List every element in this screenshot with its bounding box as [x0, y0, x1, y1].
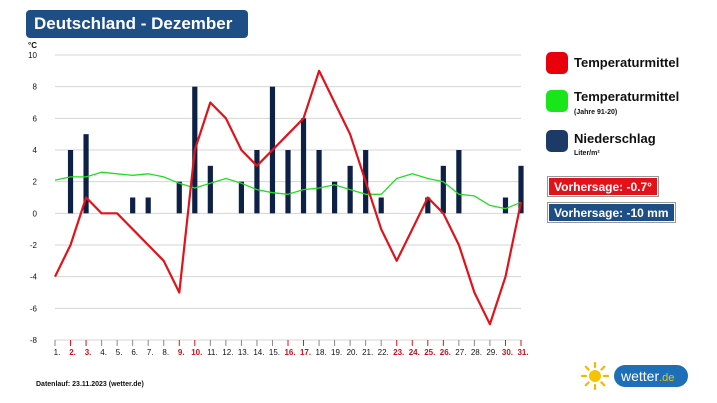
- y-tick-label: 8: [33, 83, 38, 92]
- x-tick-label: 1.: [54, 348, 61, 357]
- x-tick-label: 6.: [131, 348, 138, 357]
- x-tick-label: 8.: [162, 348, 169, 357]
- forecast-temp-badge: Vorhersage: -0.7°: [547, 176, 659, 197]
- chart-title-box: Deutschland - Dezember: [26, 10, 248, 38]
- logo-text: wetter: [621, 368, 660, 384]
- y-tick-label: 2: [33, 178, 38, 187]
- precip-bar: [456, 150, 462, 214]
- data-run-footer: Datenlauf: 23.11.2023 (wetter.de): [36, 381, 144, 388]
- legend-sub-temp-clim: (Jahre 91-20): [574, 109, 618, 116]
- x-tick-label: 21.: [362, 348, 373, 357]
- precip-bar: [238, 181, 244, 214]
- x-tick-label: 22.: [378, 348, 389, 357]
- legend-sub-precip: Liter/m²: [574, 150, 600, 157]
- x-tick-label: 30.: [502, 348, 513, 357]
- precip-bar: [378, 197, 384, 214]
- precip-bar: [207, 165, 213, 214]
- x-tick-label: 31.: [517, 348, 528, 357]
- temp-clim-line: [54, 171, 522, 210]
- legend-swatch-precip: [546, 130, 568, 152]
- precip-bar: [254, 150, 260, 214]
- x-tick-label: 7.: [147, 348, 154, 357]
- precip-bar: [332, 181, 338, 214]
- logo-wordmark: wetter.de: [614, 365, 688, 387]
- x-tick-label: 20.: [347, 348, 358, 357]
- x-tick-label: 27.: [455, 348, 466, 357]
- legend-label-temp-mean: Temperaturmittel: [574, 55, 680, 70]
- precip-bar: [285, 150, 291, 214]
- x-tick-label: 10.: [191, 348, 202, 357]
- y-tick-label: -4: [30, 273, 38, 282]
- precip-bar: [300, 118, 307, 214]
- x-tick-label: 5.: [116, 348, 123, 357]
- sun-icon: [580, 361, 610, 391]
- x-tick-label: 17.: [300, 348, 311, 357]
- y-tick-label: 10: [28, 51, 37, 60]
- x-tick-label: 28.: [471, 348, 482, 357]
- x-tick-label: 14.: [253, 348, 264, 357]
- x-tick-label: 24.: [409, 348, 420, 357]
- x-tick-label: 18.: [316, 348, 327, 357]
- precip-bar: [67, 150, 74, 214]
- x-tick-label: 2.: [69, 348, 76, 357]
- x-tick-label: 12.: [222, 348, 233, 357]
- wetter-logo: wetter.de: [578, 361, 690, 391]
- forecast-precip-badge: Vorhersage: -10 mm: [547, 202, 676, 223]
- x-tick-label: 16.: [284, 348, 295, 357]
- x-tick-label: 26.: [440, 348, 451, 357]
- precip-bar: [440, 165, 446, 214]
- precip-bar: [176, 181, 182, 214]
- precip-bar: [316, 150, 322, 214]
- x-tick-label: 23.: [393, 348, 404, 357]
- x-tick-label: 11.: [207, 348, 218, 357]
- chart-title: Deutschland - Dezember: [34, 14, 233, 33]
- y-tick-label: 0: [33, 209, 38, 218]
- x-tick-label: 3.: [85, 348, 92, 357]
- x-tick-label: 29.: [486, 348, 497, 357]
- legend-swatch-temp-mean: [546, 52, 568, 74]
- precip-bar: [145, 197, 151, 214]
- x-tick-label: 19.: [331, 348, 342, 357]
- precip-bar: [130, 197, 136, 214]
- legend-label-temp-clim: Temperaturmittel: [574, 89, 680, 104]
- x-tick-label: 13.: [238, 348, 249, 357]
- logo-suffix: .de: [659, 372, 675, 384]
- x-tick-label: 9.: [178, 348, 185, 357]
- legend-swatch-temp-clim: [546, 90, 568, 112]
- x-tick-label: 4.: [100, 348, 107, 357]
- y-tick-label: 4: [33, 146, 38, 155]
- precip-bar: [518, 165, 524, 214]
- temp-mean-line: [54, 69, 523, 326]
- x-tick-label: 25.: [424, 348, 435, 357]
- precip-bar: [425, 197, 431, 214]
- y-tick-label: -2: [30, 241, 38, 250]
- y-tick-label: 6: [33, 114, 38, 123]
- y-tick-label: -8: [30, 336, 38, 345]
- precip-bar: [83, 134, 89, 214]
- x-tick-label: 15.: [269, 348, 280, 357]
- precip-bar: [502, 197, 509, 214]
- y-axis-unit: °C: [28, 41, 37, 50]
- legend-label-precip: Niederschlag: [574, 131, 656, 146]
- y-tick-label: -6: [30, 304, 38, 313]
